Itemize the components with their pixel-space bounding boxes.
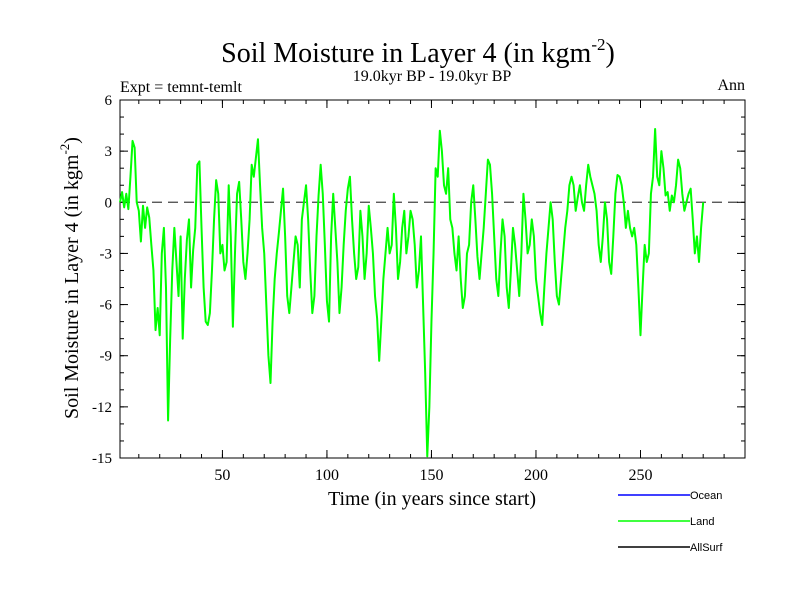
x-axis-ticks: 50 100 150 200 250 [214,100,652,484]
y-axis-label: Soil Moisture in Layer 4 (in kgm-2) [57,137,83,419]
x-tick-label: 50 [214,467,230,484]
legend-label-land: Land [690,516,714,528]
legend-label-allsurf: AllSurf [690,542,723,554]
plot-border [119,99,746,459]
y-tick-label: 3 [105,144,113,160]
y-tick-label: -3 [100,246,113,262]
x-tick-label: 150 [419,467,443,484]
chart-title: Soil Moisture in Layer 4 (in kgm-2) [221,35,615,69]
chart-subtitle: 19.0kyr BP - 19.0kyr BP [353,68,512,85]
legend-label-ocean: Ocean [690,490,722,502]
expt-label: Expt = temnt-temlt [120,79,242,96]
series-line-land [119,127,705,458]
legend: Ocean Land AllSurf [618,490,723,554]
x-axis-label: Time (in years since start) [328,488,536,510]
y-tick-label: 0 [105,195,113,211]
y-tick-label: -6 [100,298,113,314]
series-group [119,127,705,458]
x-tick-label: 100 [315,467,339,484]
y-tick-label: 6 [105,93,113,109]
y-tick-label: -15 [92,451,112,467]
season-label: Ann [717,77,745,94]
x-tick-label: 250 [628,467,652,484]
x-tick-label: 200 [524,467,548,484]
y-tick-label: -12 [92,400,112,416]
y-axis-ticks: 6 3 0 -3 -6 -9 -12 -15 [92,93,745,467]
plot-frame [119,99,746,459]
y-tick-label: -9 [100,349,113,365]
